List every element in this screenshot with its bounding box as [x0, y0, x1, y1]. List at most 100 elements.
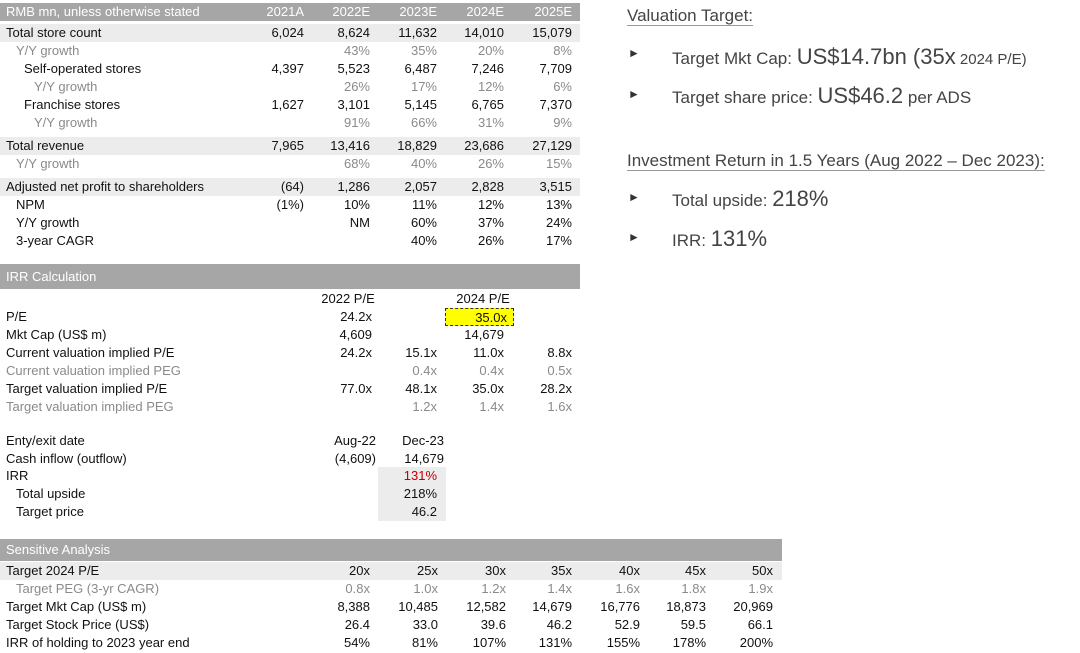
row-label: Enty/exit date: [6, 433, 85, 448]
row-value: 18,873: [666, 599, 706, 614]
row-label: Target price: [16, 504, 84, 519]
row-value: 0.4x: [479, 363, 504, 378]
row-label: Total revenue: [6, 138, 85, 153]
irr-implied-row: Target valuation implied PEG 1.2x 1.4x 1.6x: [0, 398, 580, 416]
row-value: 6%: [553, 79, 572, 94]
sens-col: 20x: [349, 563, 370, 578]
row-value: 15%: [545, 156, 572, 171]
irr-target-price-row: Target price 46.2: [0, 503, 580, 521]
row-value: 12%: [477, 197, 504, 212]
top-table-row: Y/Y growth 68% 40% 26% 15%: [0, 155, 580, 173]
top-table-row: Total store count 6,024 8,624 11,632 14,010 1…: [0, 24, 580, 42]
row-value: 7,965: [271, 138, 304, 153]
bullet-arrow-icon: ►: [628, 190, 640, 204]
row-label: Target PEG (3-yr CAGR): [16, 581, 160, 596]
row-label: Adjusted net profit to shareholders: [6, 179, 205, 194]
top-table-row: Franchise stores 1,627 3,101 5,145 6,765 7,37…: [0, 96, 580, 114]
top-table-row: Self-operated stores 4,397 5,523 6,487 7,246…: [0, 60, 580, 78]
row-label: Y/Y growth: [16, 215, 80, 230]
row-label: 3-year CAGR: [16, 233, 95, 248]
row-value: 7,370: [539, 97, 572, 112]
row-value: 59.5: [680, 617, 706, 632]
row-label: Self-operated stores: [24, 61, 142, 76]
irr-upside-row: Total upside 218%: [0, 485, 580, 503]
row-value: 33.0: [412, 617, 438, 632]
sensitivity-pe-header-row: Target 2024 P/E 20x 25x 30x 35x 40x 45x …: [0, 562, 782, 580]
row-value: 13%: [545, 197, 572, 212]
investment-return-title: Investment Return in 1.5 Years (Aug 2022…: [627, 151, 1045, 170]
row-value: 3,101: [337, 97, 370, 112]
cash-outflow: (4,609): [334, 451, 376, 466]
row-value: 12%: [477, 79, 504, 94]
row-value: 14,679: [532, 599, 572, 614]
row-label: Target valuation implied PEG: [6, 399, 174, 414]
row-value: 35.0x: [472, 381, 504, 396]
row-value: 24%: [545, 215, 572, 230]
sens-col: 40x: [619, 563, 640, 578]
row-value: 48.1x: [405, 381, 437, 396]
row-value: 1.6x: [547, 399, 572, 414]
bullet-target-price: ► Target share price: US$46.2 per ADS: [628, 83, 1078, 111]
row-label: Target 2024 P/E: [6, 563, 100, 578]
row-value: 15.1x: [405, 345, 437, 360]
row-value: 1.6x: [615, 581, 640, 596]
irr-pe-row: P/E 24.2x 35.0x: [0, 308, 580, 326]
bullet-target-mktcap: ► Target Mkt Cap: US$14.7bn (35x 2024 P/…: [628, 42, 1078, 70]
upside-value: 218%: [772, 186, 829, 211]
row-value: 14,010: [464, 25, 504, 40]
row-value: 10,485: [398, 599, 438, 614]
sens-col: 50x: [752, 563, 773, 578]
row-value: 8.8x: [547, 345, 572, 360]
row-value: 68%: [343, 156, 370, 171]
row-value: 178%: [672, 635, 706, 650]
mktcap-value: US$14.7bn (35x: [796, 44, 956, 69]
row-value: 2,057: [404, 179, 437, 194]
row-value: 27,129: [532, 138, 572, 153]
row-value: 1.2x: [481, 581, 506, 596]
irr-mktcap-row: Mkt Cap (US$ m) 4,609 14,679: [0, 326, 580, 344]
row-value: 40%: [410, 156, 437, 171]
pe-2022: 24.2x: [340, 309, 372, 324]
irr-result-shade: [378, 467, 446, 521]
row-value: 4,397: [271, 61, 304, 76]
row-value: 0.5x: [547, 363, 572, 378]
entry-date: Aug-22: [334, 433, 376, 448]
row-label: Y/Y growth: [16, 156, 80, 171]
valuation-target-title: Valuation Target:: [627, 6, 754, 25]
row-value: 1,286: [337, 179, 370, 194]
row-value: 1.4x: [479, 399, 504, 414]
irr-implied-row: Current valuation implied PEG 0.4x 0.4x 0.5…: [0, 362, 580, 380]
row-value: 1.9x: [748, 581, 773, 596]
mktcap-2022: 4,609: [339, 327, 372, 342]
sensitivity-row: Target PEG (3-yr CAGR) 0.8x 1.0x 1.2x 1.4x 1.…: [0, 580, 782, 598]
row-value: 6,024: [271, 25, 304, 40]
mktcap-label: Target Mkt Cap:: [672, 49, 797, 68]
row-label: Y/Y growth: [34, 79, 98, 94]
row-value: 1,627: [271, 97, 304, 112]
row-label: Total store count: [6, 25, 102, 40]
row-value: 6,487: [404, 61, 437, 76]
row-value: 16,776: [600, 599, 640, 614]
row-value: 7,709: [539, 61, 572, 76]
cash-inflow: 14,679: [404, 451, 444, 466]
col-head-2024: 2024 P/E: [456, 291, 510, 306]
row-value: 43%: [343, 43, 370, 58]
row-value: 52.9: [614, 617, 640, 632]
irr-label: IRR:: [672, 231, 711, 250]
row-label: Y/Y growth: [34, 115, 98, 130]
row-label: Franchise stores: [24, 97, 121, 112]
row-label: Mkt Cap (US$ m): [6, 327, 107, 342]
irr-col-heads: 2022 P/E 2024 P/E: [0, 290, 580, 308]
row-value: 81%: [411, 635, 438, 650]
row-label: Total upside: [16, 486, 86, 501]
row-label: Y/Y growth: [16, 43, 80, 58]
price-suffix: per ADS: [903, 88, 972, 107]
row-value: 5,523: [337, 61, 370, 76]
row-value: 1.4x: [547, 581, 572, 596]
row-label: P/E: [6, 309, 27, 324]
row-label: Target Mkt Cap (US$ m): [6, 599, 147, 614]
row-value: 8,388: [337, 599, 370, 614]
row-value: 40%: [410, 233, 437, 248]
row-value: 5,145: [404, 97, 437, 112]
header-year: 2022E: [332, 4, 370, 19]
